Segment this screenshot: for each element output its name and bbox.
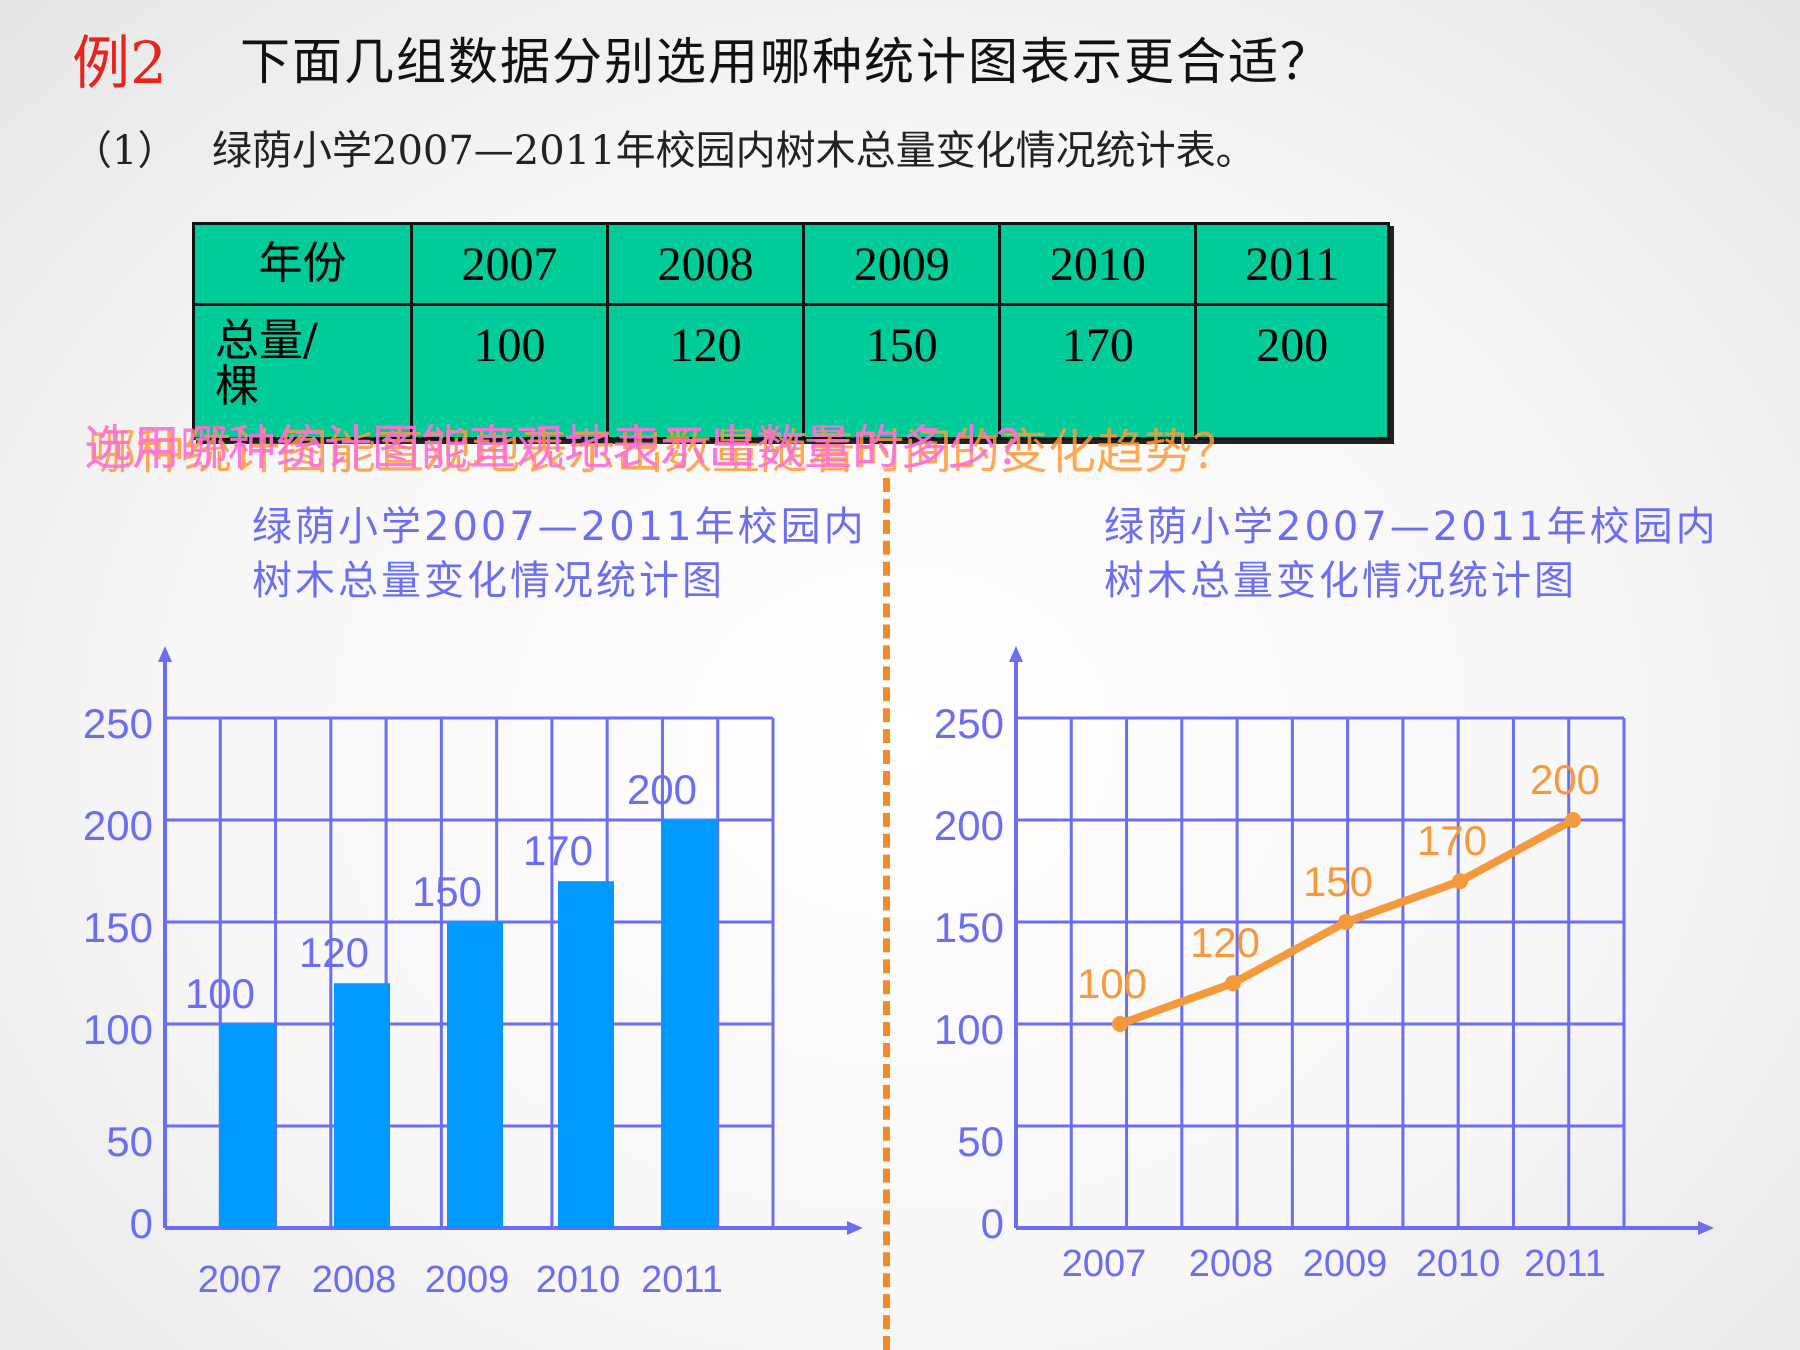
y-tick-label: 0: [130, 1200, 153, 1247]
sub-question-number: （1）: [72, 128, 178, 174]
line-data-label: 100: [1077, 960, 1147, 1007]
y-tick-label: 50: [106, 1118, 153, 1165]
bar-chart-title: 绿荫小学2007—2011年校园内 树木总量变化情况统计图: [252, 500, 867, 608]
x-tick-label: 2008: [312, 1259, 397, 1301]
bar-data-label: 100: [185, 970, 255, 1017]
x-tick-label: 2010: [536, 1259, 621, 1301]
sub-question: （1） 绿荫小学2007—2011年校园内树木总量变化情况统计表。: [72, 118, 1256, 176]
table-cell-value: 150: [802, 303, 1002, 440]
y-tick-label: 100: [83, 1006, 153, 1053]
line-chart-title-line1: 绿荫小学2007—2011年校园内: [1104, 504, 1719, 550]
line-data-label: 200: [1530, 756, 1600, 803]
y-tick-label: 50: [957, 1118, 1004, 1165]
x-tick-label: 2009: [425, 1259, 510, 1301]
table-row-values: 总量/ 棵 100 120 150 170 200: [192, 303, 1390, 440]
data-point: [1452, 873, 1468, 890]
sub-question-text: 绿荫小学2007—2011年校园内树木总量变化情况统计表。: [212, 128, 1256, 174]
y-axis-arrow: [158, 646, 172, 662]
x-tick-label: 2008: [1189, 1243, 1274, 1285]
y-tick-label: 100: [934, 1006, 1004, 1053]
bar: [558, 881, 614, 1228]
bar: [447, 922, 503, 1228]
y-tick-label: 0: [981, 1200, 1004, 1247]
table-cell-year: 2009: [802, 222, 1002, 306]
bar-chart: 0 50 100 150 200 250 100 2007 120 2008 150 2009 170 2…: [83, 646, 863, 1301]
table-cell-year: 2011: [1194, 222, 1390, 306]
y-tick-label: 150: [934, 904, 1004, 951]
bar-data-label: 170: [523, 827, 593, 874]
table-cell-value: 100: [409, 303, 610, 440]
y-tick-label: 250: [83, 700, 153, 747]
line-data-label: 150: [1303, 858, 1373, 905]
data-point: [1338, 914, 1354, 930]
x-axis-arrow: [1698, 1221, 1714, 1235]
table-header-total: 总量/ 棵: [192, 303, 413, 440]
bar-chart-title-line2: 树木总量变化情况统计图: [252, 558, 725, 604]
table-cell-year: 2008: [606, 222, 806, 306]
y-tick-label: 250: [934, 700, 1004, 747]
x-tick-label: 2011: [641, 1259, 723, 1301]
bar: [334, 983, 390, 1228]
y-axis-arrow: [1009, 646, 1023, 662]
table-cell-value: 200: [1194, 303, 1390, 440]
table-header-year: 年份: [192, 222, 413, 306]
y-tick-label: 200: [83, 802, 153, 849]
y-tick-label: 200: [934, 802, 1004, 849]
overlay-question-amount: 选用哪种统计图能直观地表示出数量的多少？: [84, 420, 1045, 476]
bar-chart-title-line1: 绿荫小学2007—2011年校园内: [252, 504, 867, 550]
x-axis-arrow: [847, 1221, 863, 1235]
bar: [220, 1024, 276, 1228]
bar: [662, 820, 718, 1228]
overlay-question-trend: 哪种统计图能直观地表示出数量随着时间的变化趋势？: [88, 424, 1241, 480]
bar-data-label: 200: [627, 766, 697, 813]
question-title: 下面几组数据分别选用哪种统计图表示更合适？: [240, 33, 1332, 91]
data-point: [1565, 812, 1581, 828]
line-data-label: 170: [1417, 817, 1487, 864]
example-label: 例2: [72, 29, 167, 97]
data-point: [1112, 1016, 1128, 1032]
table-row-years: 年份 2007 2008 2009 2010 2011: [192, 222, 1390, 306]
table-cell-value: 120: [606, 303, 806, 440]
data-point: [1225, 975, 1241, 992]
bar-data-label: 150: [412, 868, 482, 915]
line-chart-title: 绿荫小学2007—2011年校园内 树木总量变化情况统计图: [1104, 500, 1719, 608]
x-tick-label: 2009: [1303, 1243, 1388, 1285]
x-tick-label: 2007: [1062, 1243, 1147, 1285]
x-tick-label: 2010: [1416, 1243, 1501, 1285]
data-table: 年份 2007 2008 2009 2010 2011 总量/ 棵 100 12…: [192, 222, 1390, 440]
table-header-total-line2: 棵: [215, 361, 259, 413]
table-header-total-line1: 总量/: [215, 315, 318, 366]
line-data-label: 120: [1190, 919, 1260, 966]
line-chart-title-line2: 树木总量变化情况统计图: [1104, 558, 1577, 604]
bar-data-label: 120: [299, 929, 369, 976]
x-tick-label: 2007: [198, 1259, 283, 1301]
divider-dashed: [883, 478, 890, 1350]
x-tick-label: 2011: [1524, 1243, 1606, 1285]
table-cell-value: 170: [998, 303, 1198, 440]
table-cell-year: 2007: [409, 222, 610, 306]
table-cell-year: 2010: [998, 222, 1198, 306]
y-tick-label: 150: [83, 904, 153, 951]
